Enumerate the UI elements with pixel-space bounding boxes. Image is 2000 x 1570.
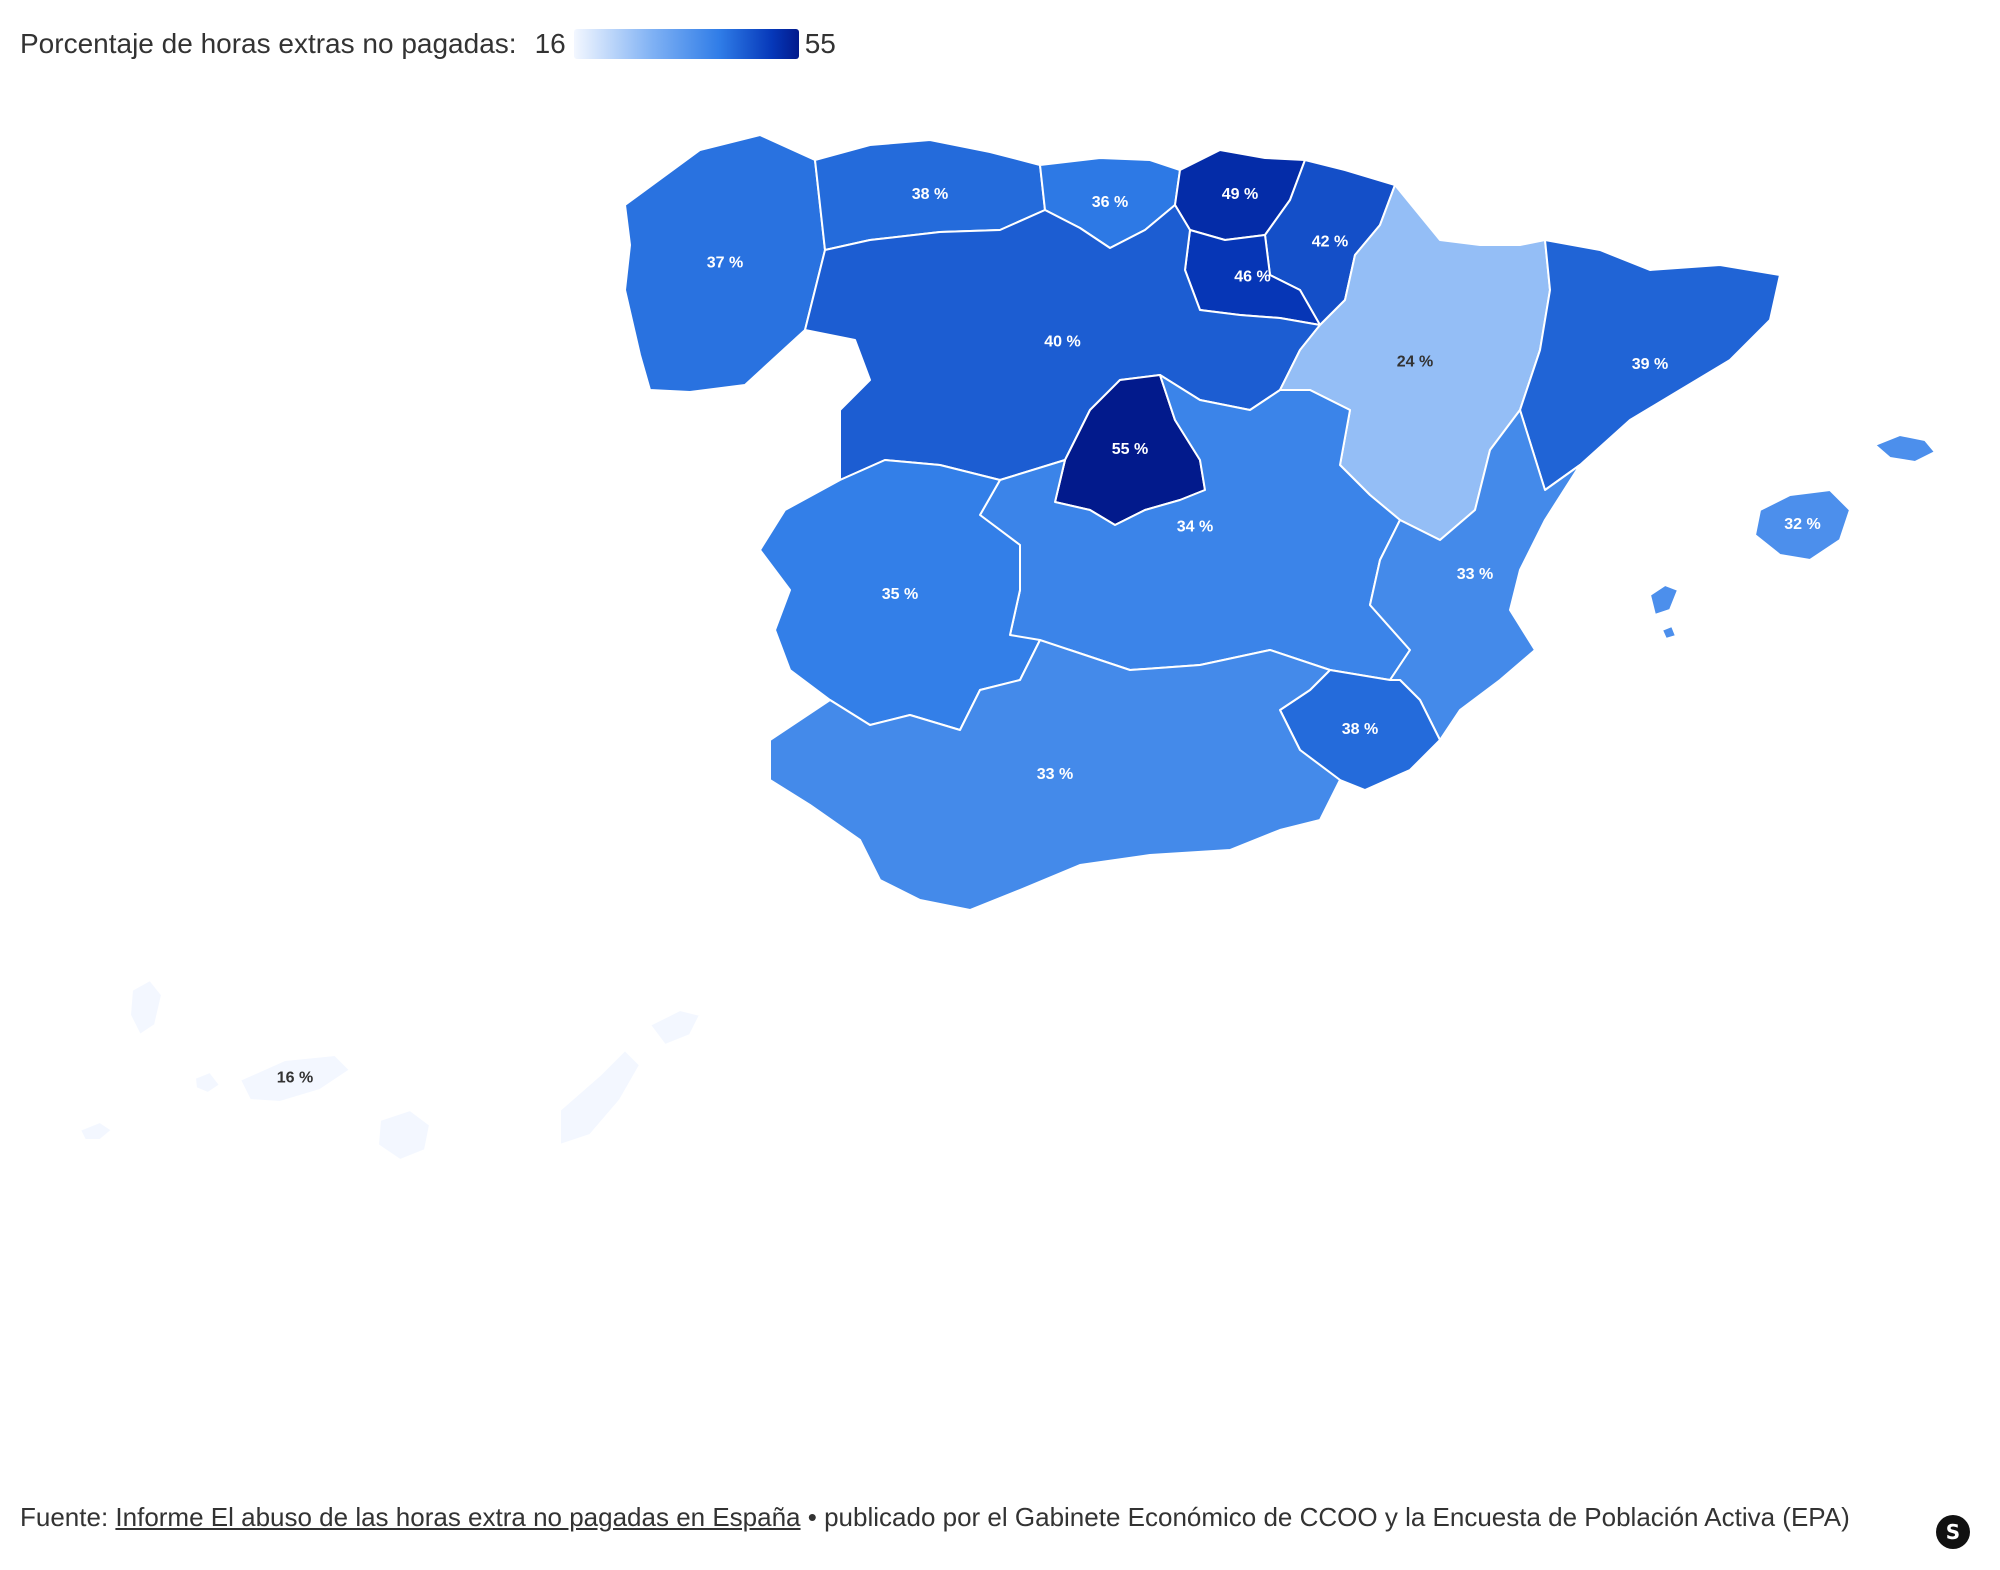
region-labels: 37 % 38 % 36 % 49 % 42 % 46 % 40 % 24 % 39 % 55 %… (277, 186, 1821, 1087)
region-label-extremadura: 35 % (882, 586, 918, 603)
region-canarias-lanzarote[interactable] (649, 1009, 701, 1046)
legend-min: 16 (534, 28, 566, 59)
region-canarias-gran-canaria[interactable] (377, 1109, 431, 1161)
source-prefix: Fuente: (20, 1502, 109, 1532)
region-baleares-ibiza[interactable] (1649, 584, 1679, 616)
region-label-castilla-la-mancha: 34 % (1177, 519, 1213, 536)
region-canarias-la-palma[interactable] (129, 979, 163, 1036)
region-baleares-formentera[interactable] (1661, 625, 1677, 640)
region-label-madrid: 55 % (1112, 441, 1148, 458)
region-comunidad-valenciana[interactable] (1369, 409, 1581, 741)
region-canarias-tenerife[interactable] (239, 1054, 351, 1103)
region-label-baleares: 32 % (1784, 516, 1820, 533)
region-galicia[interactable] (624, 134, 826, 393)
region-canarias-fuerteventura[interactable] (559, 1049, 641, 1146)
legend-gradient-bar (573, 29, 799, 59)
region-label-la-rioja: 46 % (1234, 269, 1270, 286)
region-label-galicia: 37 % (707, 255, 743, 272)
statista-logo-icon[interactable]: S (1936, 1515, 1970, 1549)
source-suffix: • publicado por el Gabinete Económico de… (807, 1502, 1850, 1532)
source-link[interactable]: Informe El abuso de las horas extra no p… (115, 1502, 801, 1532)
region-label-aragon: 24 % (1397, 354, 1433, 371)
region-label-navarra: 42 % (1312, 234, 1348, 251)
legend-label: Porcentaje de horas extras no pagadas: (20, 28, 517, 59)
region-cataluna[interactable] (1519, 239, 1781, 491)
region-label-pais-vasco: 49 % (1222, 186, 1258, 203)
region-andalucia[interactable] (769, 639, 1341, 911)
region-label-canarias: 16 % (277, 1070, 313, 1087)
region-label-murcia: 38 % (1342, 721, 1378, 738)
region-canarias-gomera[interactable] (194, 1071, 221, 1094)
spain-choropleth-map: 37 % 38 % 36 % 49 % 42 % 46 % 40 % 24 % 39 % 55 %… (79, 134, 1936, 1161)
region-canarias-hierro[interactable] (79, 1121, 113, 1141)
region-label-castilla-y-leon: 40 % (1044, 334, 1080, 351)
source-footer: Fuente: Informe El abuso de las horas ex… (20, 1500, 1920, 1534)
region-label-andalucia: 33 % (1037, 766, 1073, 783)
legend-max: 55 (804, 28, 836, 59)
region-label-comunidad-valenciana: 33 % (1457, 566, 1493, 583)
region-label-asturias: 38 % (912, 186, 948, 203)
color-legend: Porcentaje de horas extras no pagadas: 1… (20, 22, 836, 66)
region-baleares[interactable] (1754, 489, 1851, 561)
region-label-cataluna: 39 % (1632, 356, 1668, 373)
region-baleares-menorca[interactable] (1874, 434, 1936, 463)
region-label-cantabria: 36 % (1092, 194, 1128, 211)
